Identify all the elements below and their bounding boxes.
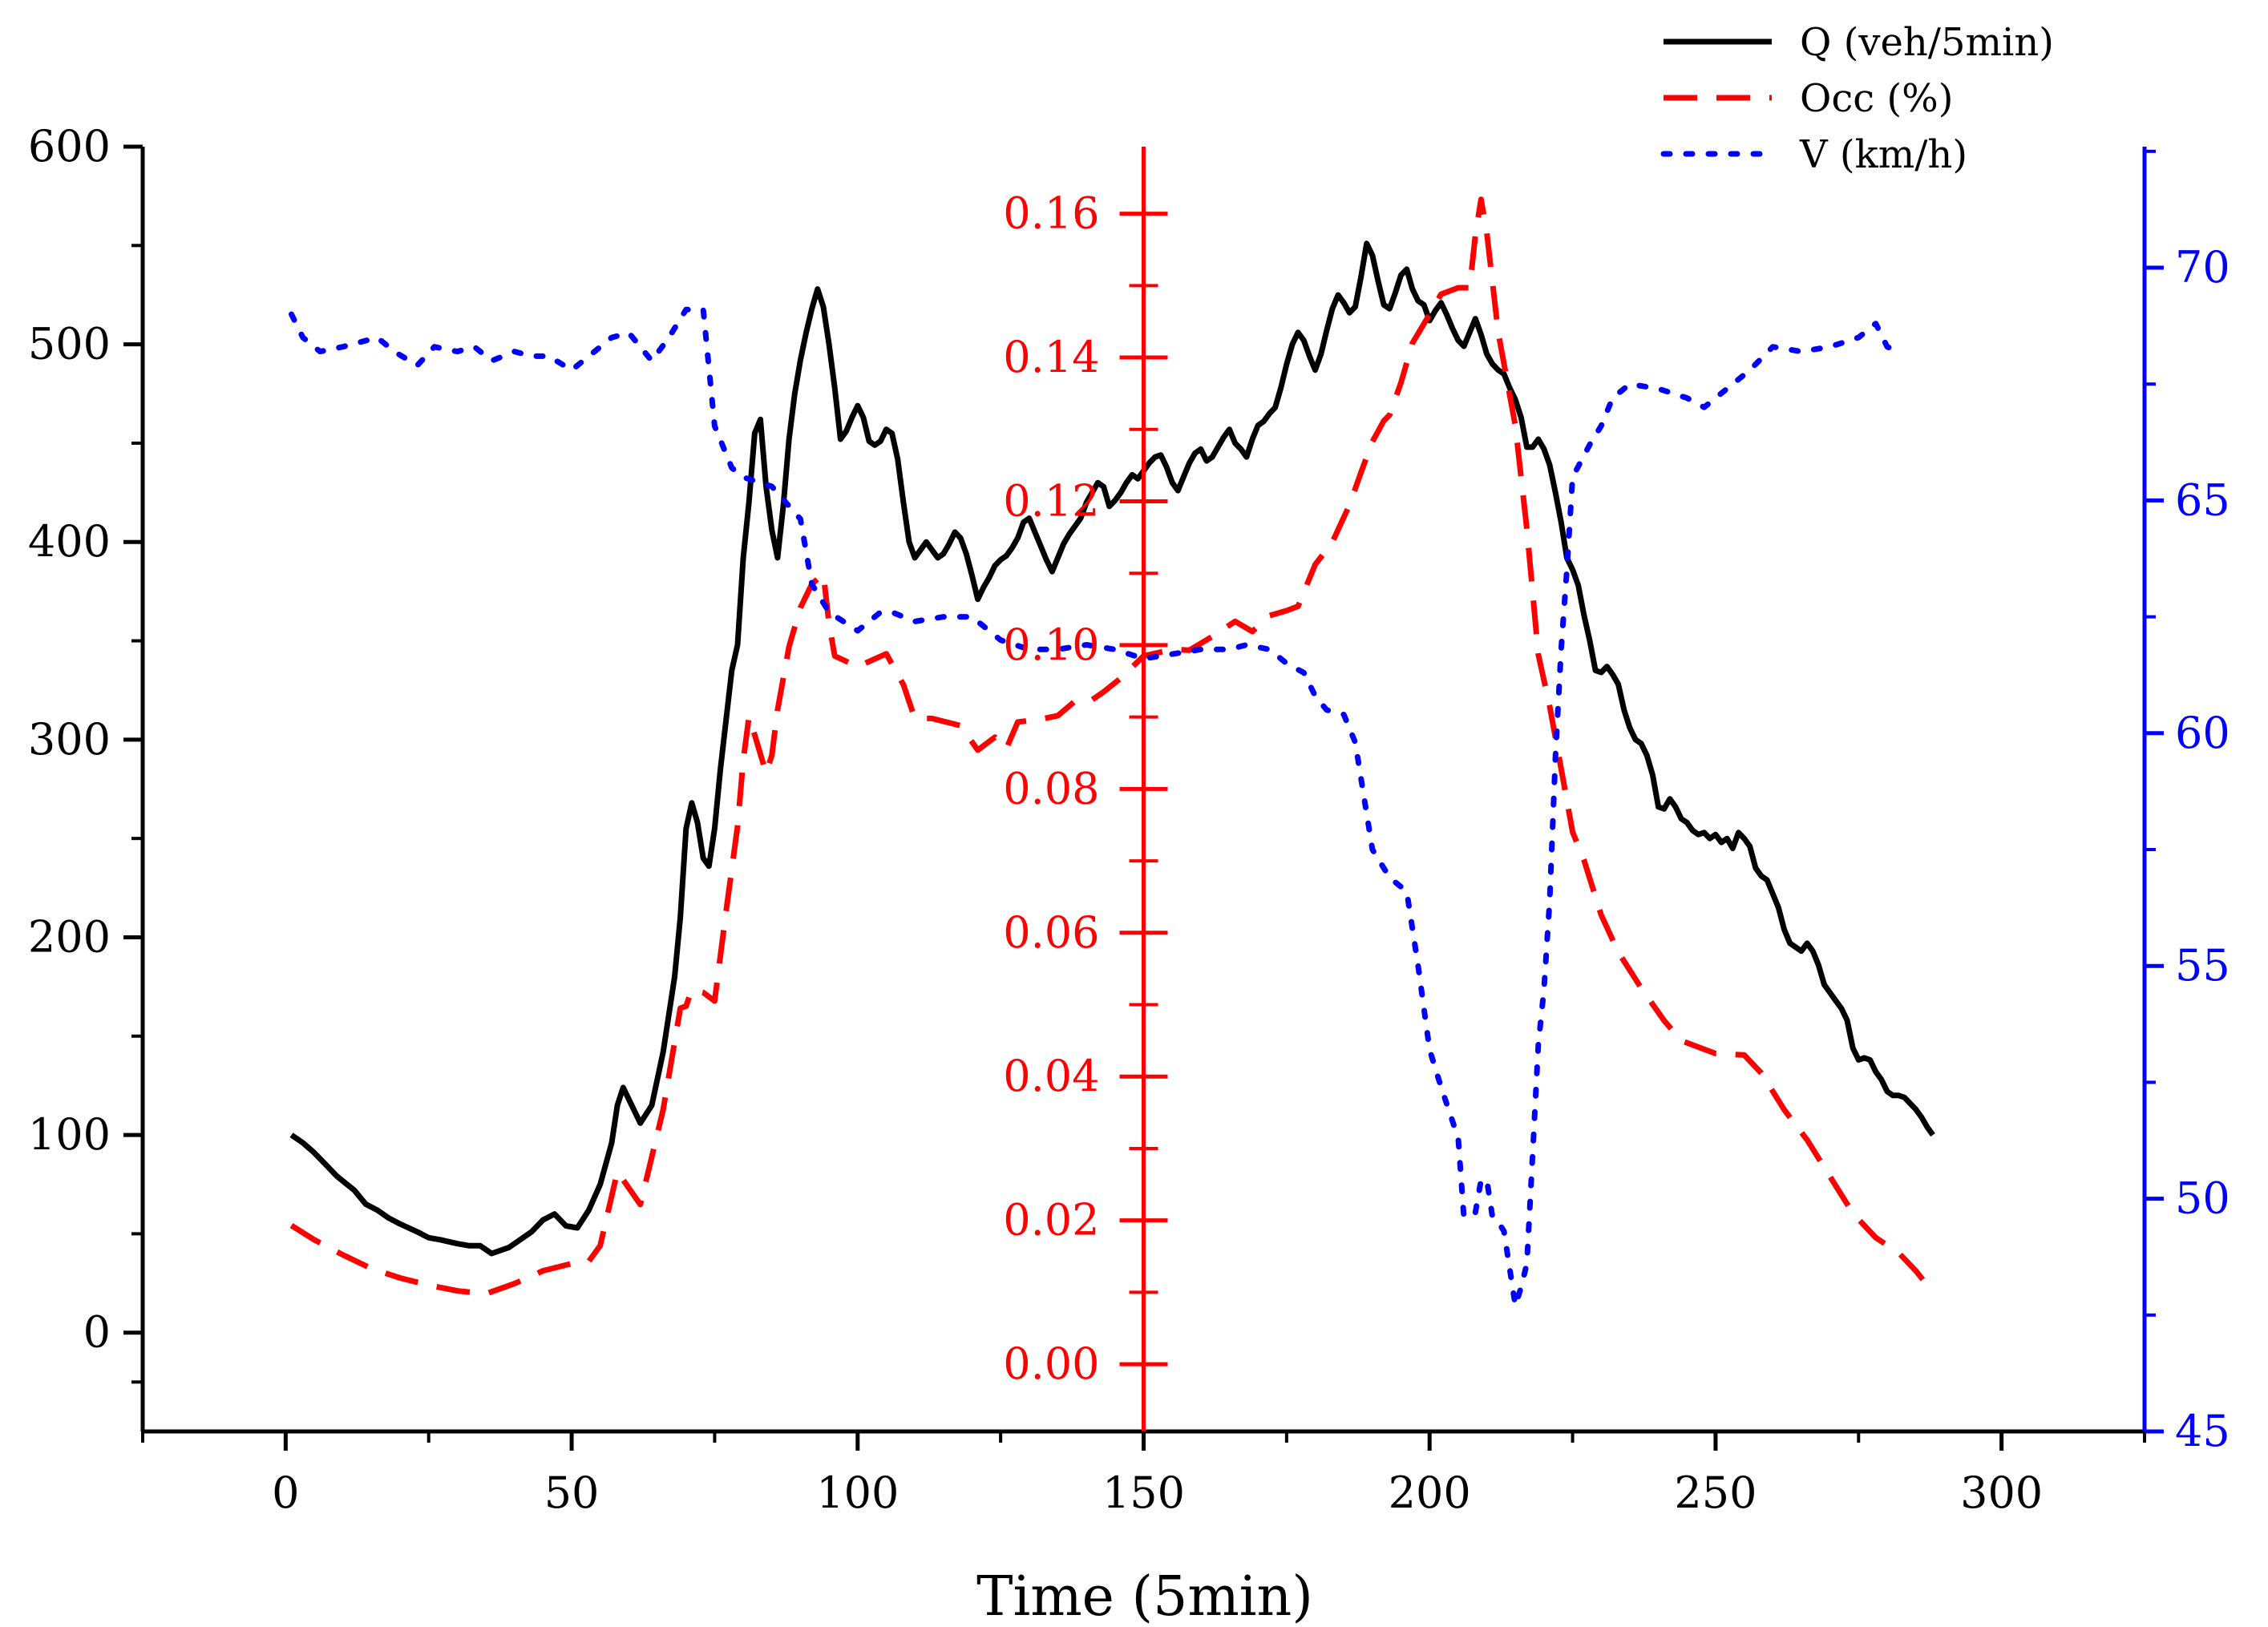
legend-label: V (km/h) xyxy=(1799,132,1967,177)
middle-axis-tick-label: 0.08 xyxy=(1003,763,1099,814)
left-axis-tick-label: 500 xyxy=(28,319,111,369)
middle-axis-tick-label: 0.14 xyxy=(1003,332,1099,382)
x-axis-tick-label: 100 xyxy=(816,1468,899,1518)
middle-axis-tick-label: 0.02 xyxy=(1003,1195,1099,1245)
middle-axis-tick-label: 0.06 xyxy=(1003,907,1099,958)
legend-label: Q (veh/5min) xyxy=(1800,20,2054,65)
x-axis-tick-label: 300 xyxy=(1960,1468,2043,1518)
x-axis-tick-label: 250 xyxy=(1674,1468,1757,1518)
x-axis-tick-label: 0 xyxy=(272,1468,299,1518)
middle-axis-tick-label: 0.04 xyxy=(1003,1051,1099,1101)
middle-axis-tick-label: 0.16 xyxy=(1003,188,1099,239)
left-axis-tick-label: 200 xyxy=(28,911,111,962)
left-axis-tick-label: 300 xyxy=(28,714,111,765)
right-axis-tick-label: 50 xyxy=(2175,1173,2230,1224)
x-axis-title: Time (5min) xyxy=(976,1565,1313,1627)
right-axis-tick-label: 55 xyxy=(2175,940,2230,991)
series-line-q xyxy=(289,240,1935,1257)
x-axis-tick-label: 200 xyxy=(1389,1468,1471,1518)
right-axis-tick-label: 70 xyxy=(2175,242,2230,293)
middle-axis-tick-label: 0.00 xyxy=(1003,1338,1099,1389)
middle-axis-tick-label: 0.12 xyxy=(1003,475,1099,526)
middle-axis-tick-label: 0.10 xyxy=(1003,620,1099,670)
series-line-occ xyxy=(289,196,1935,1297)
x-axis-tick-label: 150 xyxy=(1102,1468,1185,1518)
series-layer xyxy=(289,196,1935,1309)
right-axis-tick-label: 60 xyxy=(2175,708,2230,758)
x-axis-tick-label: 50 xyxy=(544,1468,600,1518)
axes-layer: 0 100 200 300 400 500 600 0 50 100 150 200 250 300 45 5… xyxy=(28,121,2230,1518)
right-axis-tick-label: 45 xyxy=(2175,1406,2230,1456)
right-axis-tick-label: 65 xyxy=(2175,474,2230,525)
legend: Q (veh/5min) Occ (%) V (km/h) xyxy=(1660,20,2054,177)
left-axis-tick-label: 600 xyxy=(28,121,111,172)
legend-label: Occ (%) xyxy=(1800,76,1953,121)
left-axis-tick-label: 400 xyxy=(28,516,111,567)
left-axis-tick-label: 100 xyxy=(28,1109,111,1160)
left-axis-tick-label: 0 xyxy=(83,1307,111,1358)
